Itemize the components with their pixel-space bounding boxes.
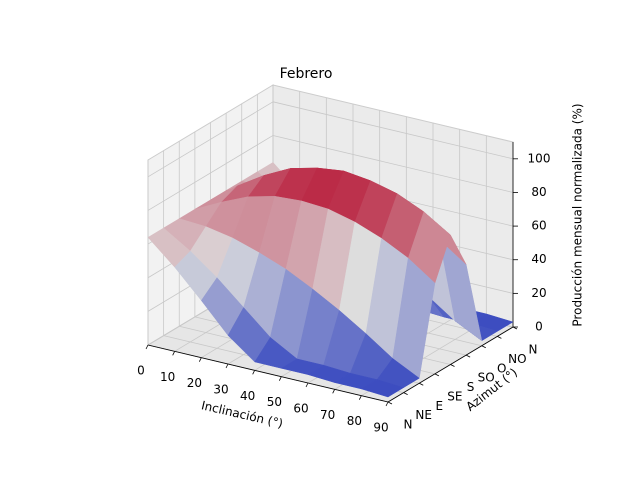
x-tick xyxy=(172,351,176,356)
x-axis-line xyxy=(147,344,389,403)
y-tick-label: E xyxy=(435,399,443,413)
grid-line xyxy=(147,135,274,211)
z-tick-label: 40 xyxy=(531,252,546,266)
surface-patch xyxy=(360,379,405,398)
x-tick xyxy=(278,376,282,381)
y-tick xyxy=(450,364,455,367)
y-tick xyxy=(481,345,486,349)
y-tick-label: SE xyxy=(447,389,462,403)
x-tick xyxy=(358,395,362,400)
y-tick-label: SO xyxy=(478,371,495,385)
x-tick xyxy=(332,389,336,394)
x-tick-label: 60 xyxy=(293,402,308,416)
y-tick xyxy=(434,373,440,377)
z-tick-label: 60 xyxy=(531,219,546,233)
y-axis-line xyxy=(387,326,514,403)
y-tick-label: NE xyxy=(415,408,432,422)
z-tick-label: 80 xyxy=(531,185,546,199)
grid-line xyxy=(147,101,274,178)
chart-title: Febrero xyxy=(280,66,333,82)
x-tick xyxy=(252,370,256,375)
x-tick xyxy=(385,401,389,407)
x-tick-label: 50 xyxy=(267,395,282,409)
y-tick-label: N xyxy=(404,418,413,432)
z-axis-label: Producción mensual normalizada (%) xyxy=(571,103,585,326)
x-tick xyxy=(145,344,149,350)
z-tick-label: 0 xyxy=(535,320,543,334)
y-tick xyxy=(403,392,408,395)
x-tick-label: 80 xyxy=(347,414,362,428)
labels: 0 10 20 30 40 50 60 70 80 90 NNEESESSOONON02040608… xyxy=(137,151,550,434)
grid-line xyxy=(272,135,514,193)
y-tick xyxy=(497,336,502,339)
x-tick-label: 10 xyxy=(160,370,175,384)
z-tick-label: 100 xyxy=(528,151,551,165)
y-tick-label: O xyxy=(497,361,506,375)
y-tick-label: S xyxy=(467,380,475,394)
x-tick-label: 30 xyxy=(213,383,228,397)
z-tick-label: 20 xyxy=(531,286,546,300)
grid-line xyxy=(272,101,514,160)
x-tick-label: 90 xyxy=(373,421,388,435)
y-tick xyxy=(387,401,393,405)
x-tick-label: 70 xyxy=(320,408,335,422)
x-tick-label: 0 xyxy=(137,364,145,378)
y-tick-label: N xyxy=(529,343,538,357)
x-tick-label: 40 xyxy=(240,389,255,403)
x-tick xyxy=(305,382,309,388)
surface xyxy=(147,162,514,398)
y-tick xyxy=(465,354,471,358)
y-tick xyxy=(419,382,424,386)
y-tick-label: NO xyxy=(508,352,526,366)
x-tick-label: 20 xyxy=(187,376,202,390)
x-tick xyxy=(225,363,229,369)
x-tick xyxy=(198,357,202,362)
